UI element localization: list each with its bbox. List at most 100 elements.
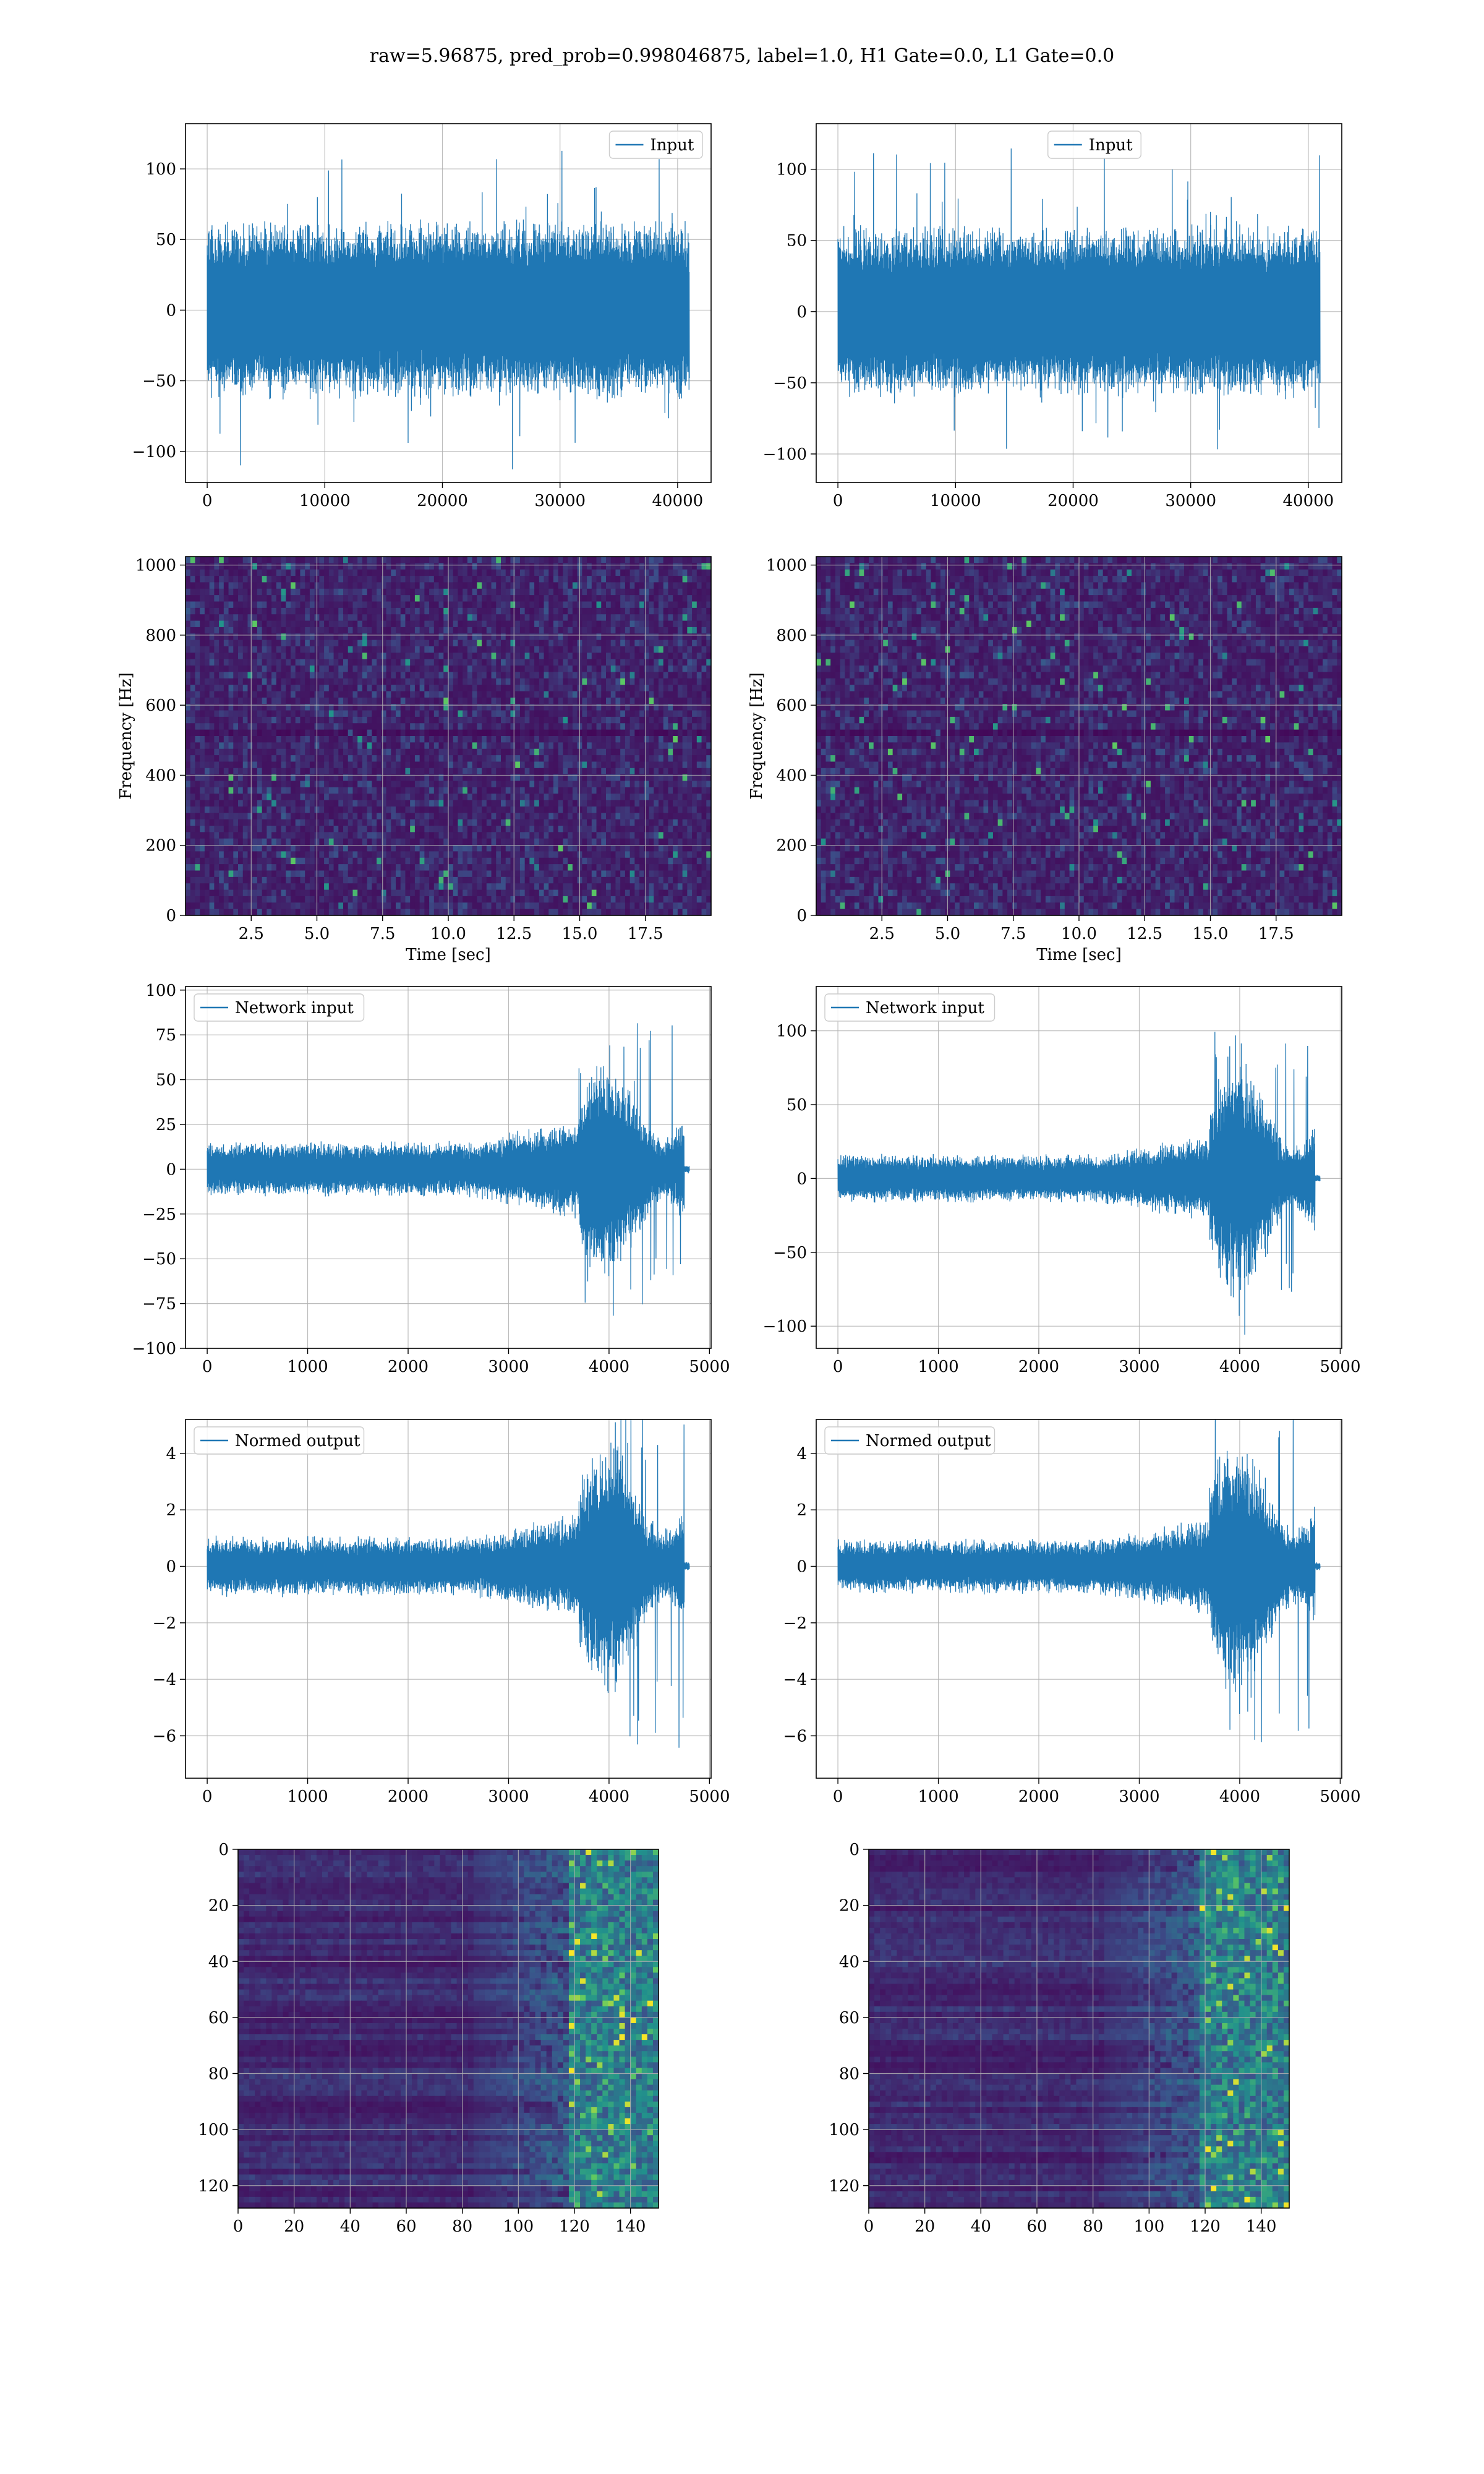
x-tick-label: 2.5: [869, 925, 895, 943]
x-tick-label: 140: [1246, 2217, 1277, 2236]
y-tick-label: 40: [839, 1953, 859, 1971]
y-tick-label: 200: [145, 837, 176, 855]
x-tick-label: 40: [340, 2217, 360, 2236]
y-tick-label: 50: [156, 231, 176, 249]
x-tick-label: 80: [452, 2217, 472, 2236]
y-tick-label: 0: [166, 1557, 176, 1576]
y-tick-label: 100: [145, 982, 176, 1000]
y-tick-label: −50: [773, 374, 807, 393]
y-tick-label: 120: [829, 2177, 859, 2196]
legend-label: Input: [650, 136, 694, 155]
y-tick-label: 50: [156, 1071, 176, 1090]
x-tick-label: 0: [202, 492, 213, 510]
y-tick-label: 60: [839, 2009, 859, 2027]
y-tick-label: −100: [763, 445, 807, 464]
x-tick-label: 0: [202, 1787, 213, 1806]
axes-frame: [185, 123, 712, 483]
x-tick-label: 40: [971, 2217, 991, 2236]
axes-frame: [816, 123, 1342, 483]
y-tick-label: −50: [142, 1250, 176, 1269]
x-tick-label: 17.5: [1258, 925, 1294, 943]
x-tick-label: 5.0: [935, 925, 960, 943]
x-tick-label: 2000: [388, 1358, 429, 1376]
y-tick-label: −2: [783, 1614, 807, 1633]
x-tick-label: 5000: [1320, 1787, 1360, 1806]
x-tick-label: 100: [503, 2217, 534, 2236]
series-line: [207, 1419, 690, 1748]
x-tick-label: 40000: [1283, 492, 1334, 510]
y-tick-label: 40: [208, 1953, 229, 1971]
legend-label: Normed output: [866, 1432, 991, 1450]
x-tick-label: 17.5: [628, 925, 663, 943]
input-h1-panel: 0 10000 20000 30000 40000 −100 −50 0 50 100 Input: [132, 123, 712, 510]
legend-box: [1047, 131, 1141, 159]
y-tick-label: 4: [796, 1445, 807, 1463]
axes-frame: [185, 1419, 712, 1779]
axes-frame: [185, 556, 712, 916]
y-tick-label: 100: [198, 2121, 229, 2139]
y-tick-label: 20: [208, 1897, 229, 1915]
y-tick-label: −100: [132, 443, 176, 461]
network-input-l1-panel: 0 1000 2000 3000 4000 5000 −100 −50 0 50 100 Networ…: [763, 986, 1360, 1376]
x-tick-label: 0: [833, 1787, 843, 1806]
y-tick-label: 0: [166, 907, 176, 925]
heatmap-cells: [238, 1849, 659, 2208]
axes-frame: [816, 1419, 1342, 1779]
x-tick-label: 30000: [1165, 492, 1216, 510]
y-tick-label: 50: [787, 1096, 807, 1115]
x-tick-label: 10000: [299, 492, 351, 510]
y-tick-label: 0: [849, 1841, 859, 1859]
y-tick-label: −100: [763, 1317, 807, 1336]
y-tick-label: 4: [166, 1445, 176, 1463]
legend-label: Input: [1089, 136, 1133, 155]
y-tick-label: 80: [839, 2065, 859, 2084]
feature-map-l1-panel: 0 20 40 60 80 100 120 140 0 20 40 60 80 100 120: [829, 1841, 1290, 2236]
x-tick-label: 7.5: [1000, 925, 1026, 943]
x-tick-label: 30000: [534, 492, 586, 510]
x-axis-label: Time [sec]: [1036, 946, 1122, 964]
axes-frame: [816, 986, 1342, 1349]
x-tick-label: 7.5: [370, 925, 395, 943]
x-tick-label: 4000: [589, 1358, 629, 1376]
x-tick-label: 60: [1026, 2217, 1047, 2236]
axes-frame: [868, 1849, 1290, 2209]
y-tick-label: 0: [218, 1841, 229, 1859]
y-tick-label: 75: [156, 1026, 176, 1045]
normed-output-h1-panel: 0 1000 2000 3000 4000 5000 −6 −4 −2 0 2 4 Normed out…: [153, 1419, 730, 1806]
series-line: [837, 1032, 1321, 1335]
axes-frame: [816, 556, 1342, 916]
heatmap-cells: [816, 557, 1342, 915]
y-tick-label: 120: [198, 2177, 229, 2196]
y-tick-label: 1000: [135, 557, 176, 575]
series-line: [837, 1419, 1321, 1742]
y-tick-label: 1000: [766, 557, 807, 575]
y-tick-label: 0: [796, 1557, 807, 1576]
x-tick-label: 60: [396, 2217, 416, 2236]
y-tick-label: −50: [773, 1244, 807, 1262]
x-tick-label: 1000: [918, 1787, 958, 1806]
x-tick-label: 3000: [488, 1787, 529, 1806]
y-tick-label: 400: [776, 766, 807, 785]
spectrogram-l1-panel: 2.5 5.0 7.5 10.0 12.5 15.0 17.5 0 200 400 600 800 10…: [748, 556, 1342, 964]
y-tick-label: −4: [783, 1671, 807, 1689]
y-tick-label: 2: [796, 1501, 807, 1520]
x-tick-label: 3000: [1119, 1787, 1159, 1806]
y-tick-label: 0: [166, 301, 176, 320]
x-tick-label: 20: [915, 2217, 935, 2236]
y-tick-label: −6: [783, 1727, 807, 1745]
x-tick-label: 0: [233, 2217, 244, 2236]
x-tick-label: 0: [833, 1358, 843, 1376]
x-axis-label: Time [sec]: [406, 946, 491, 964]
spectrogram-h1-panel: 2.5 5.0 7.5 10.0 12.5 15.0 17.5 0 200 400 600 800 10…: [117, 556, 712, 964]
x-tick-label: 2000: [1018, 1358, 1059, 1376]
x-tick-label: 10.0: [1061, 925, 1097, 943]
y-tick-label: 60: [208, 2009, 229, 2027]
axes-frame: [185, 986, 712, 1349]
y-tick-label: 400: [145, 766, 176, 785]
x-tick-label: 3000: [1119, 1358, 1159, 1376]
x-tick-label: 0: [202, 1358, 213, 1376]
x-tick-label: 4000: [589, 1787, 629, 1806]
series-line: [207, 1023, 690, 1316]
x-tick-label: 3000: [488, 1358, 529, 1376]
